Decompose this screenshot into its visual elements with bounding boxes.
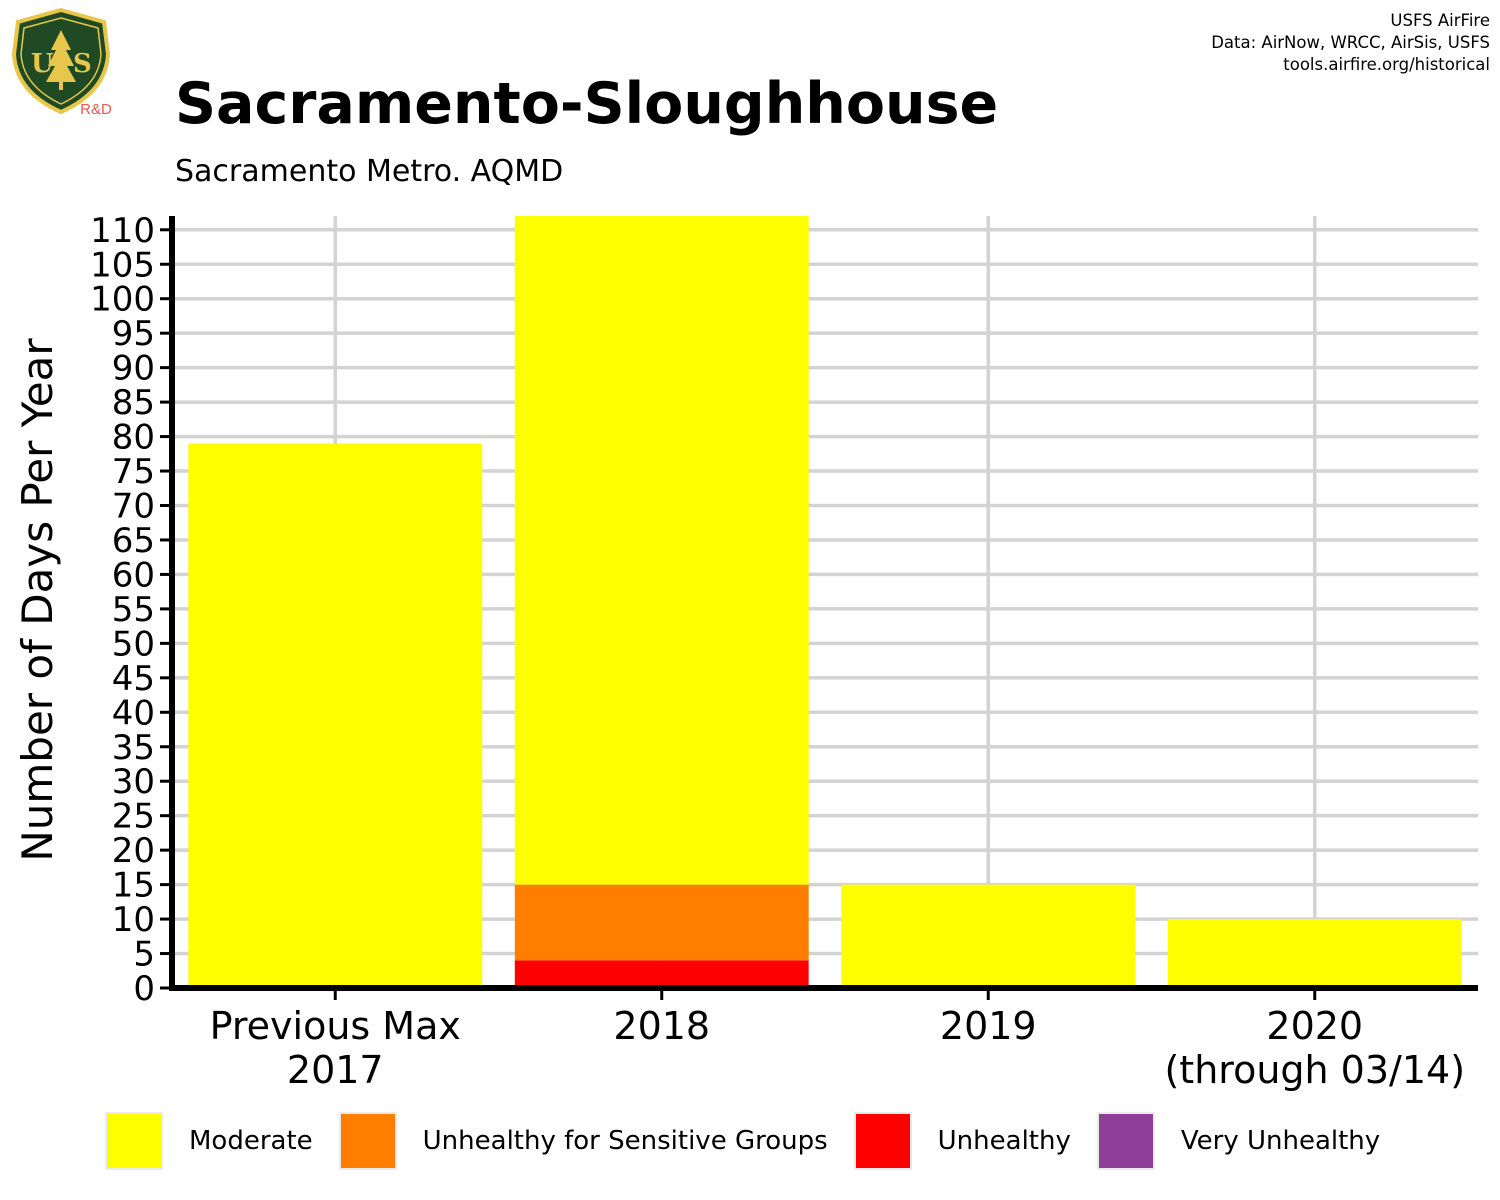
y-tick-label: 40	[112, 693, 155, 733]
credit-line: Data: AirNow, WRCC, AirSis, USFS	[1211, 33, 1490, 52]
legend-item: Moderate	[105, 1112, 313, 1170]
credit-line: tools.airfire.org/historical	[1283, 55, 1490, 74]
legend-swatch	[853, 1112, 912, 1170]
x-tick-label: 2019	[940, 1004, 1037, 1048]
legend-swatch	[105, 1112, 163, 1170]
legend-label: Very Unhealthy	[1180, 1126, 1381, 1156]
axes	[160, 216, 1478, 1000]
legend-item: Unhealthy for Sensitive Groups	[338, 1112, 828, 1170]
y-tick-label: 65	[112, 521, 155, 561]
y-tick-label: 50	[112, 624, 155, 664]
y-tick-label: 110	[90, 211, 155, 251]
bar-segment	[841, 884, 1136, 988]
x-tick-label: 2020	[1266, 1004, 1363, 1048]
y-tick-label: 95	[112, 314, 155, 354]
y-axis-label: Number of Days Per Year	[13, 338, 62, 862]
rd-label: R&D	[80, 101, 112, 118]
y-tick-label: 70	[112, 487, 155, 527]
x-tick-label: 2017	[287, 1048, 384, 1092]
y-tick-label: 60	[112, 555, 155, 595]
bar-chart: 0510152025303540455055606570758085909510…	[13, 211, 1478, 1092]
y-tick-label: 105	[90, 245, 155, 285]
bars	[188, 216, 1462, 988]
chart-title: Sacramento-Sloughhouse	[175, 71, 999, 137]
y-tick-label: 100	[90, 280, 155, 320]
bar-segment	[514, 884, 809, 961]
x-tick-label: 2018	[613, 1004, 710, 1048]
y-tick-label: 25	[112, 797, 155, 837]
y-tick-label: 90	[112, 349, 155, 389]
legend-label: Unhealthy for Sensitive Groups	[422, 1126, 828, 1156]
svg-text:S: S	[73, 49, 92, 79]
y-tick-label: 45	[112, 659, 155, 699]
legend-item: Unhealthy	[853, 1112, 1071, 1170]
legend-item: Very Unhealthy	[1096, 1112, 1381, 1170]
legend-label: Unhealthy	[937, 1126, 1071, 1156]
bar-segment	[1167, 919, 1462, 988]
y-tick-label: 0	[133, 969, 155, 1009]
y-tick-label: 30	[112, 762, 155, 802]
credit-line: USFS AirFire	[1390, 11, 1490, 30]
bar-segment	[188, 443, 483, 988]
bar-segment	[514, 960, 809, 988]
bar-segment	[514, 216, 809, 885]
y-tick-label: 80	[112, 418, 155, 458]
y-tick-label: 35	[112, 728, 155, 768]
y-tick-label: 20	[112, 831, 155, 871]
y-tick-label: 75	[112, 452, 155, 492]
legend-swatch	[338, 1112, 397, 1170]
legend-label: Moderate	[189, 1126, 313, 1156]
y-tick-label: 85	[112, 383, 155, 423]
usfs-logo: U S R&D	[11, 7, 112, 118]
y-tick-label: 10	[112, 900, 155, 940]
y-tick-label: 5	[133, 935, 155, 975]
y-tick-label: 55	[112, 590, 155, 630]
x-tick-label: (through 03/14)	[1164, 1048, 1465, 1092]
chart-subtitle: Sacramento Metro. AQMD	[175, 154, 564, 189]
legend-swatch	[1096, 1112, 1155, 1170]
x-tick-label: Previous Max	[210, 1004, 461, 1048]
credits: USFS AirFire Data: AirNow, WRCC, AirSis,…	[1211, 10, 1490, 76]
svg-text:U: U	[31, 49, 54, 79]
legend: Moderate Unhealthy for Sensitive Groups Un…	[105, 1110, 1406, 1172]
tick-labels: 0510152025303540455055606570758085909510…	[90, 211, 1465, 1092]
y-tick-label: 15	[112, 866, 155, 906]
